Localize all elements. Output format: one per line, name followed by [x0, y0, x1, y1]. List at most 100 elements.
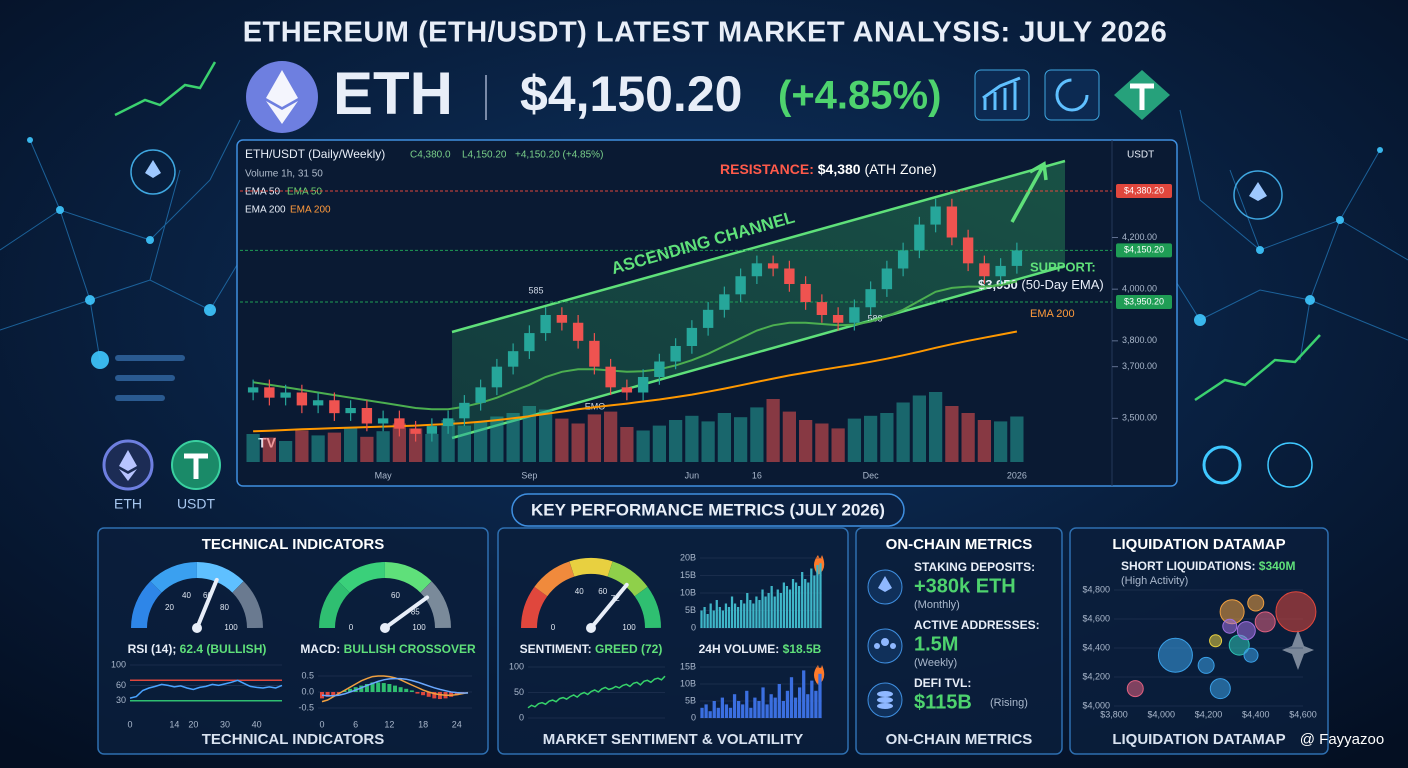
candle-body: [784, 268, 795, 284]
candle-body: [442, 418, 454, 427]
liquidation-bubble: [1254, 611, 1276, 633]
volume-bar: [737, 701, 741, 718]
volume-bar: [794, 582, 798, 628]
candle-body: [1011, 250, 1023, 266]
liquidation-bubble: [1157, 637, 1193, 673]
candle-body: [410, 428, 421, 434]
candle-body: [930, 206, 941, 225]
candle-body: [329, 400, 340, 414]
x-tick-label: 14: [169, 719, 179, 729]
macd-histogram-bar: [348, 688, 353, 692]
volume-bar: [773, 596, 776, 628]
network-decoration: [0, 61, 1408, 488]
volume-bar: [730, 596, 734, 628]
volume-bar: [327, 432, 341, 462]
volume-bar: [490, 416, 504, 462]
candle-body: [377, 418, 389, 424]
volume-bar: [929, 392, 943, 462]
gauge-arc: [196, 562, 244, 593]
y-tick-label: 50: [514, 687, 524, 697]
chart-note: 588: [867, 313, 882, 323]
candle-body: [507, 351, 519, 367]
volume-bar: [749, 600, 752, 628]
y-tick-label: 3,800.00: [1122, 335, 1157, 345]
panel-onchain: [855, 527, 1063, 755]
macd-histogram-bar: [409, 690, 414, 692]
y-tick-label: 10B: [680, 587, 696, 597]
y-tick-label: $4,600: [1082, 613, 1110, 623]
volume-bar: [764, 596, 767, 628]
gauge-tick-label: 60: [391, 591, 400, 600]
gauge-arc: [319, 581, 350, 629]
volume-bar: [769, 694, 773, 718]
candle-body: [686, 327, 698, 346]
volume-bar: [755, 596, 758, 628]
volume-bar: [457, 425, 471, 462]
volume-bar: [896, 402, 910, 462]
gauge-tick-label: 85: [411, 608, 420, 617]
gauge-tick-label: 0: [551, 623, 556, 632]
volume-bar: [745, 690, 749, 718]
volume-bar: [818, 673, 822, 718]
volume-label: 24H VOLUME:: [699, 642, 780, 656]
macd-value: BULLISH CROSSOVER: [344, 642, 476, 656]
x-tick-label: May: [375, 470, 393, 480]
volume-bar: [798, 687, 802, 718]
x-tick-label: 0: [127, 719, 132, 729]
volume-bar: [793, 697, 798, 718]
volume-bar: [961, 413, 975, 462]
candle-body: [816, 302, 828, 315]
volume-bar: [727, 607, 731, 628]
y-tick-label: 20B: [680, 552, 696, 562]
volume-bar: [798, 586, 801, 628]
volume-bar: [749, 707, 753, 718]
resistance-annotation: RESISTANCE: $4,380 (ATH Zone): [720, 161, 937, 177]
volume-bar: [728, 707, 733, 718]
volume-bar: [392, 423, 406, 462]
x-tick-label: $4,600: [1289, 709, 1317, 719]
liquidation-bubble: [1275, 591, 1317, 633]
legend-delta: +4,150.20 (+4.85%): [515, 150, 603, 161]
volume-bar: [344, 427, 358, 462]
macd-histogram-bar: [381, 683, 386, 692]
macd-label: MACD:: [300, 642, 340, 656]
price-change: (+4.85%): [778, 74, 941, 118]
volume-bar: [685, 415, 699, 462]
volume-bar: [753, 697, 757, 718]
metric-value: $115B: [914, 691, 972, 713]
macd-histogram-bar: [331, 692, 336, 696]
price-level-label: $4,380.20: [1124, 185, 1164, 195]
volume-bar: [864, 415, 878, 462]
gauge-tick-label: 100: [622, 623, 636, 632]
liq-caption: SHORT LIQUIDATIONS: $340M: [1121, 559, 1295, 573]
price-level-label: $3,950.20: [1124, 296, 1164, 306]
volume-bar: [376, 431, 390, 462]
support-label: SUPPORT:: [1030, 259, 1096, 274]
volume-bar: [709, 603, 712, 628]
metric-label: STAKING DEPOSITS:: [914, 560, 1035, 574]
ema50-line: [252, 280, 1018, 411]
volume-bar: [782, 411, 796, 462]
sentiment-label: SENTIMENT:: [520, 642, 592, 656]
volume-bar: [912, 395, 926, 462]
candle-body: [280, 392, 291, 398]
resistance-note: (ATH Zone): [864, 161, 936, 177]
volume-bar: [1010, 416, 1024, 462]
volume-bar: [706, 614, 709, 628]
candle-body: [247, 387, 259, 393]
volume-bar: [752, 603, 755, 628]
liquidation-bubble: [1243, 647, 1259, 663]
macd-histogram-bar: [426, 692, 431, 697]
volume-bar: [712, 701, 716, 718]
volume-bar: [712, 610, 715, 628]
gauge-arc: [420, 581, 451, 629]
support-note: (50-Day EMA): [1021, 277, 1103, 292]
y-tick-label: $4,400: [1082, 642, 1110, 652]
volume-bar: [409, 428, 423, 462]
volume-bar: [782, 582, 785, 628]
candle-body: [345, 408, 356, 414]
page-title: ETHEREUM (ETH/USDT) LATEST MARKET ANALYS…: [243, 17, 1168, 49]
y-tick-label: $4,000: [1082, 700, 1110, 710]
volume-bar: [785, 586, 789, 628]
